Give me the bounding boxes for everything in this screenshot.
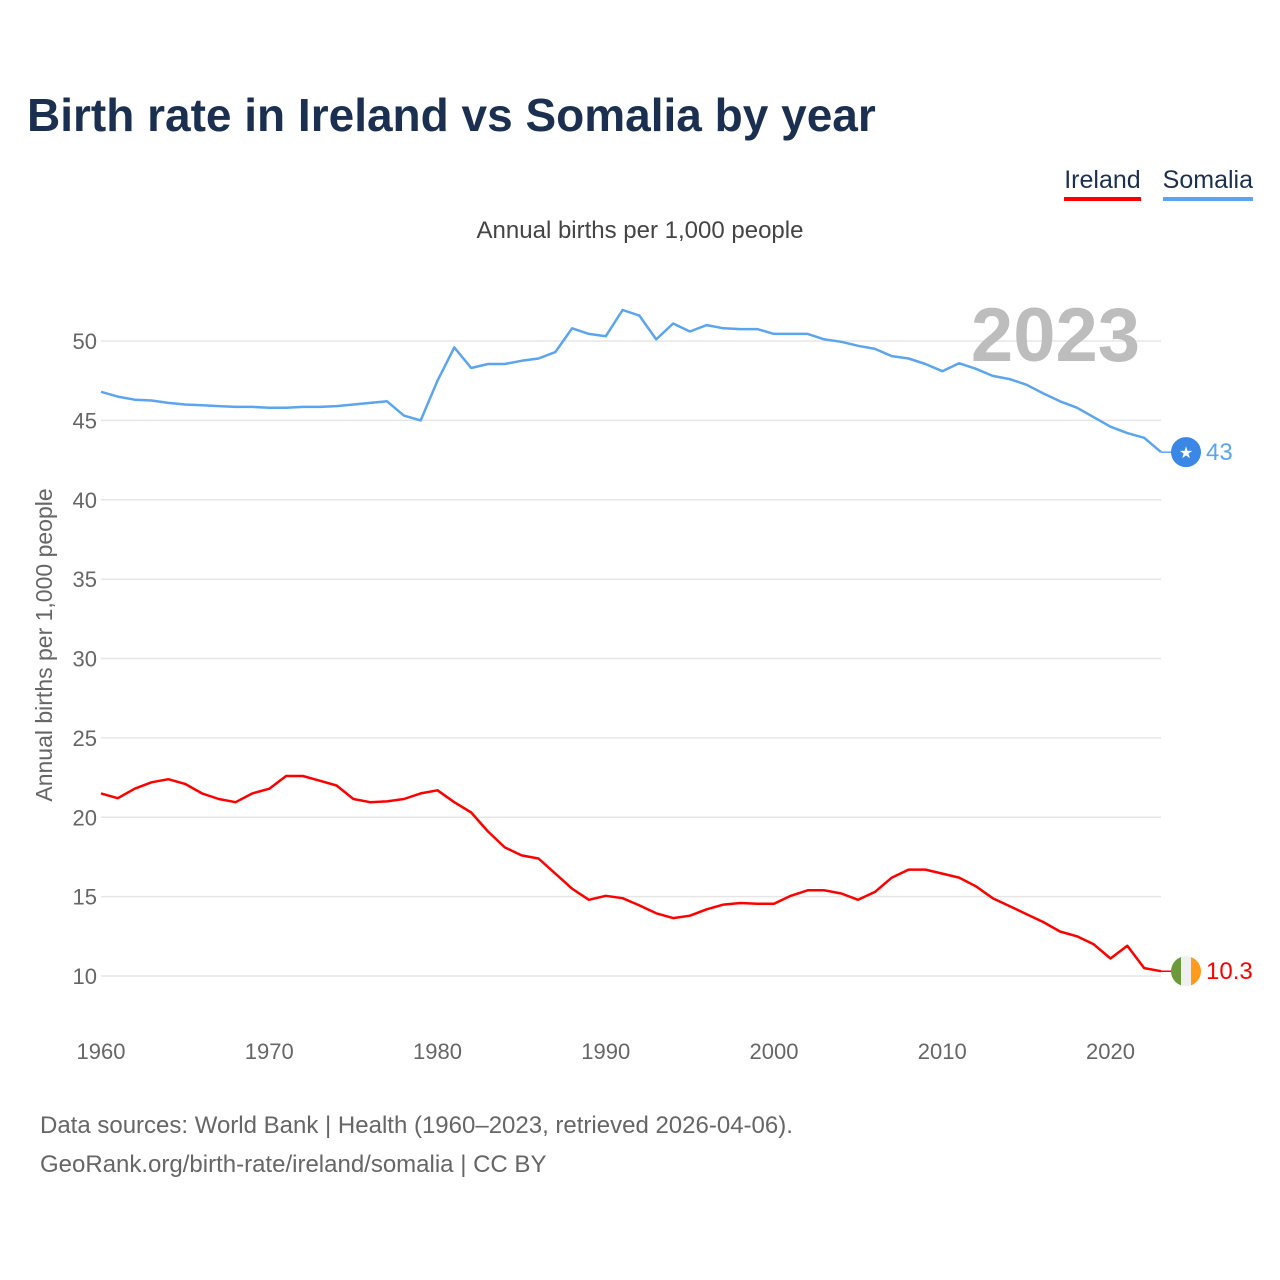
source-line-1: Data sources: World Bank | Health (1960–… — [40, 1112, 793, 1139]
end-value-label: 10.3 — [1206, 958, 1253, 985]
legend: Ireland Somalia — [1064, 166, 1253, 201]
end-value-label: 43 — [1206, 439, 1233, 466]
svg-text:★: ★ — [1179, 443, 1193, 462]
chart-subtitle: Annual births per 1,000 people — [476, 217, 804, 244]
y-tick-label: 35 — [73, 567, 97, 592]
y-tick-label: 50 — [73, 329, 97, 354]
x-tick-label: 1990 — [581, 1039, 630, 1064]
y-tick-label: 45 — [73, 408, 97, 433]
x-tick-label: 2020 — [1086, 1039, 1135, 1064]
source-line-2[interactable]: GeoRank.org/birth-rate/ireland/somalia |… — [40, 1151, 547, 1178]
x-tick-label: 1970 — [245, 1039, 294, 1064]
year-watermark: 2023 — [971, 293, 1140, 378]
series-line-somalia — [100, 308, 1162, 454]
x-tick-label: 2000 — [750, 1039, 799, 1064]
y-tick-label: 20 — [73, 805, 97, 830]
series-line-ireland — [100, 774, 1162, 973]
legend-item-ireland[interactable]: Ireland — [1064, 166, 1141, 201]
x-tick-label: 1960 — [77, 1039, 126, 1064]
somalia-flag-icon: ★ — [1171, 437, 1201, 468]
legend-item-somalia[interactable]: Somalia — [1162, 166, 1253, 201]
source-note: Data sources: World Bank | Health (1960–… — [40, 1106, 793, 1184]
y-tick-label: 30 — [73, 647, 97, 672]
y-axis-label: Annual births per 1,000 people — [31, 488, 57, 801]
y-tick-label: 15 — [73, 885, 97, 910]
y-tick-label: 25 — [73, 726, 97, 751]
x-tick-label: 2010 — [918, 1039, 967, 1064]
x-tick-label: 1980 — [413, 1039, 462, 1064]
y-tick-label: 40 — [73, 488, 97, 513]
chart-title: Birth rate in Ireland vs Somalia by year — [27, 89, 876, 141]
ireland-flag-icon — [1171, 956, 1201, 987]
y-tick-label: 10 — [73, 964, 97, 989]
